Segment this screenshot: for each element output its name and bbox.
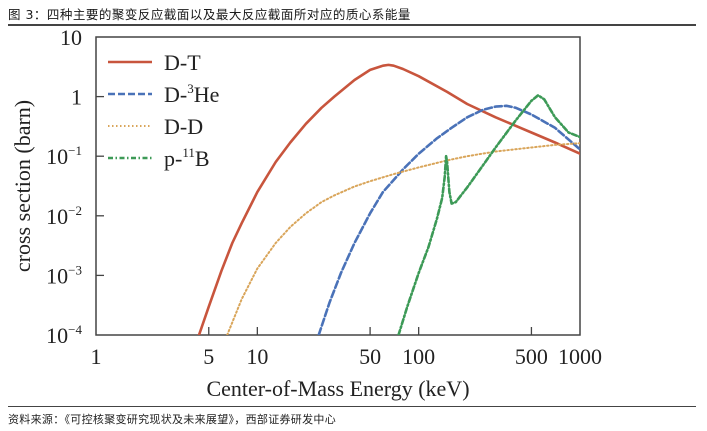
legend-label-superscript: 3 (187, 81, 194, 96)
y-tick-label: 10−2 (46, 203, 82, 229)
series-line-d-3he (317, 104, 580, 335)
x-tick-label: 50 (359, 344, 381, 369)
y-tick-base: 10 (60, 25, 82, 50)
y-tick-label: 10−4 (46, 322, 82, 348)
legend-label-superscript: 11 (182, 145, 195, 160)
top-rule (8, 24, 696, 26)
y-tick-base: 10 (46, 144, 68, 169)
x-tick-label: 500 (515, 344, 548, 369)
series-line-p-11b (397, 94, 580, 335)
legend-label: D-3He (164, 81, 219, 107)
x-tick-label: 10 (246, 344, 268, 369)
y-tick-label: 1 (71, 85, 82, 110)
legend-label-main: D-T (164, 50, 201, 75)
y-tick-base: 10 (46, 323, 68, 348)
y-tick-base: 10 (46, 204, 68, 229)
legend-label-tail: He (194, 82, 220, 107)
x-tick-label: 1 (91, 344, 102, 369)
y-axis-title: cross section (barn) (10, 100, 35, 272)
source-note: 资料来源：《可控核聚变研究现状及未来展望》，西部证券研发中心 (8, 413, 336, 426)
y-tick-label: 10−3 (46, 262, 82, 288)
y-tick-label: 10 (60, 25, 82, 50)
x-tick-label: 1000 (558, 344, 602, 369)
y-tick-base: 1 (71, 85, 82, 110)
figure-caption: 图 3：四种主要的聚变反应截面以及最大反应截面所对应的质心系能量 (8, 7, 411, 22)
y-tick-exponent: −3 (68, 262, 82, 277)
legend-label-main: p- (164, 146, 182, 171)
y-tick-exponent: −1 (68, 143, 82, 158)
x-tick-label: 100 (402, 344, 435, 369)
x-axis-title: Center-of-Mass Energy (keV) (206, 376, 469, 401)
legend-label-main: D-D (164, 114, 203, 139)
legend-label: p-11B (164, 145, 210, 171)
plot-frame (95, 36, 581, 336)
legend-label-main: D- (164, 82, 187, 107)
legend-label: D-D (164, 114, 203, 139)
y-tick-exponent: −4 (68, 322, 82, 337)
y-tick-base: 10 (46, 263, 68, 288)
y-tick-label: 10−1 (46, 143, 82, 169)
legend-label-tail: B (195, 146, 210, 171)
legend-label: D-T (164, 50, 201, 75)
x-tick-label: 5 (203, 344, 214, 369)
series-line-d-t (197, 63, 580, 335)
y-tick-exponent: −2 (68, 203, 82, 218)
bottom-rule (8, 406, 696, 407)
series-line-d-d (226, 142, 580, 335)
